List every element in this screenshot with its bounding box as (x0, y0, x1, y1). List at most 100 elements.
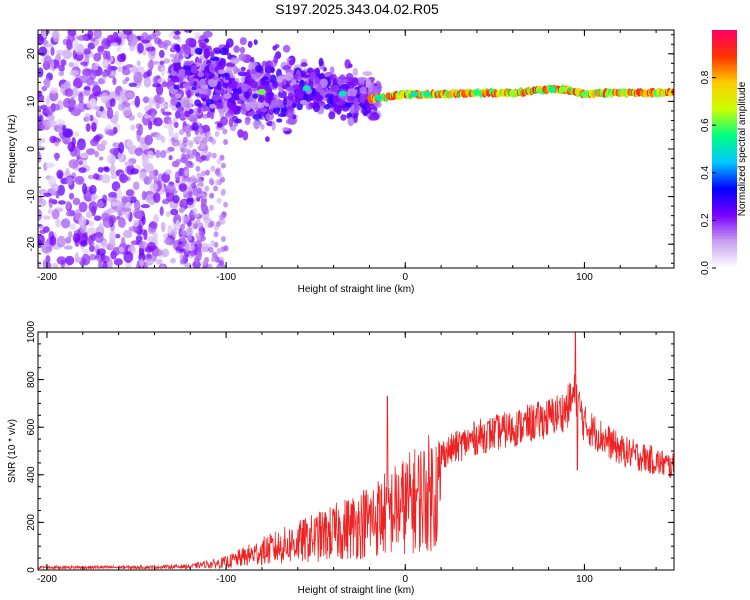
heatmap-cell (183, 125, 189, 132)
heatmap-cell (233, 45, 240, 53)
heatmap-cell (211, 94, 222, 101)
heatmap-cell (91, 122, 97, 132)
heatmap-cell (41, 30, 47, 39)
heatmap-cell (338, 90, 347, 97)
heatmap-cell (38, 114, 44, 125)
heatmap-cell (93, 30, 102, 39)
heatmap-cell (249, 80, 259, 89)
heatmap-cell (254, 73, 263, 78)
heatmap-cell (56, 235, 66, 248)
heatmap-cell (183, 46, 191, 55)
heatmap-cell (363, 109, 368, 116)
heatmap-cell (186, 148, 192, 155)
colorbar: 0.0 0.2 0.4 0.6 0.8 Normalized spectral ampl… (700, 30, 748, 275)
heatmap-cell (79, 152, 89, 159)
heatmap-cell (112, 246, 121, 256)
heatmap-cell (78, 92, 84, 104)
heatmap-cell (65, 255, 75, 266)
heatmap-cell (120, 236, 126, 249)
heatmap-cell (270, 66, 275, 74)
heatmap-cell (128, 114, 135, 121)
heatmap-cell (38, 260, 42, 268)
x-tick-label: -100 (216, 272, 236, 283)
heatmap-cell (265, 136, 270, 143)
heatmap-cell (198, 133, 204, 140)
heatmap-cell (192, 81, 198, 87)
heatmap-cell (55, 137, 62, 143)
heatmap-cell (175, 219, 180, 230)
heatmap-cell (237, 129, 244, 138)
heatmap-cell (175, 44, 181, 53)
heatmap-cell (46, 106, 54, 116)
x-tick-label: 0 (402, 574, 408, 585)
y-tick-label: 20 (26, 48, 37, 60)
heatmap-cell (167, 224, 173, 236)
heatmap-cell (243, 91, 250, 99)
heatmap-cell (160, 136, 166, 144)
heatmap-cell (185, 131, 191, 138)
heatmap-cell (144, 134, 153, 146)
heatmap-cell (188, 76, 194, 87)
heatmap-cell (166, 183, 176, 194)
heatmap-cell (145, 258, 154, 266)
heatmap-cell (175, 110, 181, 119)
heatmap-cell (548, 86, 557, 93)
heatmap-cell (118, 142, 125, 154)
heatmap-cell (214, 89, 221, 94)
heatmap-cell (138, 124, 144, 136)
y-tick-label: -20 (26, 237, 37, 252)
heatmap-cell (98, 260, 103, 268)
heatmap-cell (153, 176, 158, 184)
heatmap-cell (174, 93, 182, 99)
heatmap-cell (308, 102, 314, 108)
heatmap-cell (216, 103, 224, 110)
heatmap-cell (211, 256, 217, 263)
heatmap-cell (70, 109, 81, 116)
heatmap-cell (197, 243, 203, 250)
heatmap-cell (134, 147, 143, 156)
colorbar-tick-label: 0.4 (700, 165, 711, 179)
heatmap-cell (257, 101, 262, 109)
heatmap-cell (141, 39, 151, 44)
y-tick-label: 10 (26, 95, 37, 107)
heatmap-cell (107, 63, 112, 76)
heatmap-cell (43, 192, 52, 197)
y-tick-label: 400 (26, 466, 37, 483)
heatmap-cell (239, 37, 247, 46)
heatmap-cell (257, 88, 266, 95)
heatmap-cell (98, 222, 104, 235)
heatmap-cell (88, 201, 98, 213)
heatmap-cell (41, 243, 50, 248)
heatmap-cell (65, 210, 72, 217)
heatmap-cell (195, 165, 201, 172)
heatmap-cell (198, 42, 207, 49)
heatmap-cell (207, 263, 213, 268)
heatmap-cell (97, 45, 104, 53)
heatmap-cell (257, 96, 265, 103)
heatmap-cell (66, 38, 73, 50)
heatmap-cell (101, 71, 108, 78)
heatmap-cell (58, 71, 64, 77)
heatmap-cell (78, 201, 88, 213)
heatmap-cell (205, 169, 210, 176)
heatmap-cell (328, 111, 336, 120)
heatmap-cell (57, 200, 66, 205)
heatmap-cell (90, 239, 95, 247)
heatmap-cell (213, 231, 219, 238)
heatmap-cell (86, 148, 96, 156)
heatmap-cell (264, 94, 273, 104)
heatmap-cell (129, 33, 138, 46)
heatmap-cell (55, 49, 66, 56)
heatmap-cell (82, 248, 89, 255)
heatmap-cell (234, 118, 242, 124)
heatmap-cell (282, 127, 290, 132)
heatmap-cell (155, 149, 161, 159)
heatmap-cell (171, 139, 180, 147)
heatmap-cell (178, 183, 188, 192)
heatmap-cell (285, 86, 295, 92)
heatmap-cell (199, 231, 204, 238)
heatmap-cell (209, 220, 215, 227)
heatmap-cell (328, 86, 339, 92)
heatmap-cell (209, 192, 215, 199)
